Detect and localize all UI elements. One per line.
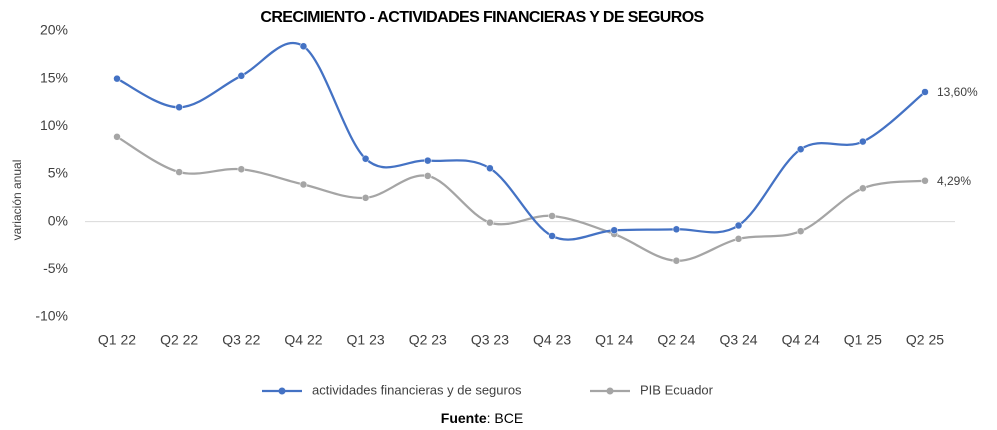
y-tick-label: 10% [40,117,68,133]
legend-marker [278,387,286,395]
point [424,156,432,165]
legend-marker [606,387,614,395]
point [113,133,121,141]
point [486,164,494,173]
point [672,225,681,234]
point [548,232,556,240]
point [237,72,246,80]
point [921,88,929,96]
point [175,168,183,176]
point [237,165,246,173]
data-label: 4,29% [937,174,971,188]
point [796,227,805,235]
legend-label: actividades financieras y de seguros [312,382,522,397]
x-tick-label: Q2 23 [409,332,447,348]
chart-title: CRECIMIENTO - ACTIVIDADES FINANCIERAS Y … [260,9,704,26]
point [734,221,743,230]
point [796,145,805,153]
point [113,74,121,83]
point [486,218,494,227]
x-tick-label: Q3 24 [719,332,757,348]
x-tick-label: Q2 25 [906,332,944,348]
y-tick-label: 15% [40,69,68,85]
x-tick-label: Q1 23 [347,332,385,348]
y-axis-label: variación anual [10,160,24,241]
x-tick-label: Q3 22 [222,332,260,348]
point [299,42,308,51]
x-tick-label: Q2 22 [160,332,198,348]
point [175,103,183,112]
source-text: : BCE [487,410,524,426]
source: Fuente: BCE [441,410,523,426]
point [921,177,929,185]
source-label: Fuente [441,410,487,426]
point [361,194,370,202]
y-tick-label: -10% [35,308,68,324]
point [361,154,370,163]
x-tick-label: Q4 23 [533,332,571,348]
data-label: 13,60% [937,85,978,99]
point [548,212,556,220]
x-tick-label: Q4 24 [782,332,820,348]
series-line [116,41,926,241]
x-tick-label: Q1 25 [844,332,882,348]
y-tick-label: -5% [43,260,68,276]
x-tick-label: Q4 22 [284,332,322,348]
x-tick-label: Q3 23 [471,332,509,348]
point [299,180,308,189]
x-tick-label: Q2 24 [657,332,695,348]
point [734,235,743,243]
x-tick-label: Q1 24 [595,332,633,348]
point [859,137,867,146]
y-tick-label: 0% [48,212,68,228]
y-tick-label: 20% [40,22,68,38]
point [859,184,867,193]
series-line [116,135,926,262]
point [424,172,432,180]
point [610,226,618,234]
y-tick-label: 5% [48,165,68,181]
point [672,257,681,265]
legend-label: PIB Ecuador [640,382,714,397]
x-tick-label: Q1 22 [98,332,136,348]
